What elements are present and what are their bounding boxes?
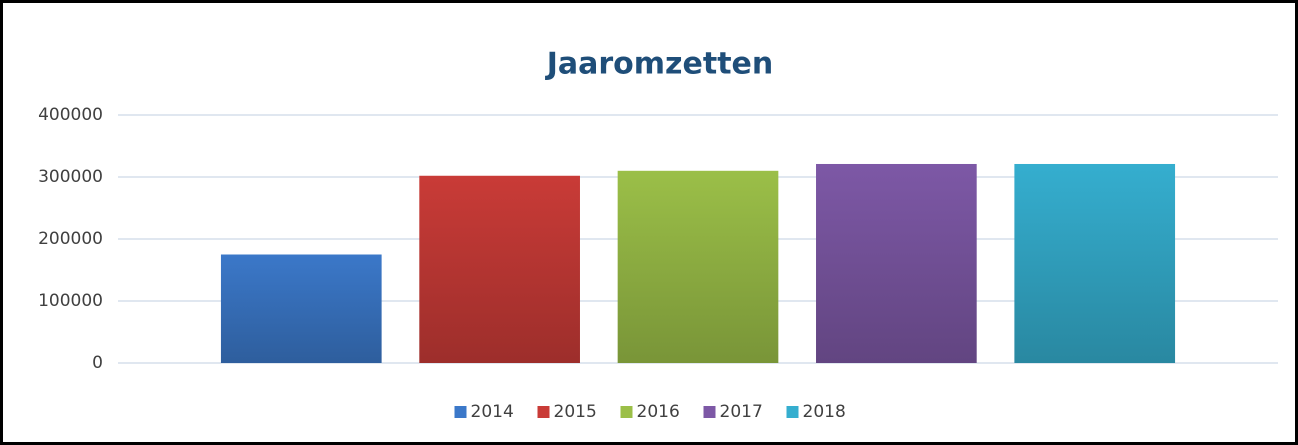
legend-swatch xyxy=(703,406,716,418)
legend-swatch xyxy=(620,406,633,418)
legend-swatch xyxy=(454,406,467,418)
legend-label: 2018 xyxy=(803,402,846,422)
legend-label: 2014 xyxy=(471,402,514,422)
bar xyxy=(816,163,977,363)
legend-label: 2016 xyxy=(637,402,680,422)
legend-label: 2017 xyxy=(720,402,763,422)
y-tick-label: 300000 xyxy=(38,167,103,187)
legend-swatch xyxy=(537,406,550,418)
chart-title: Jaaromzetten xyxy=(545,47,774,82)
y-tick-label: 200000 xyxy=(38,229,103,249)
y-tick-label: 100000 xyxy=(38,291,103,311)
bar xyxy=(419,175,580,363)
bar xyxy=(220,254,382,363)
bar xyxy=(617,170,779,363)
bar xyxy=(1014,163,1176,363)
legend-label: 2015 xyxy=(554,402,597,422)
legend-swatch xyxy=(786,406,799,418)
y-tick-label: 0 xyxy=(92,353,103,373)
y-tick-label: 400000 xyxy=(38,105,103,125)
